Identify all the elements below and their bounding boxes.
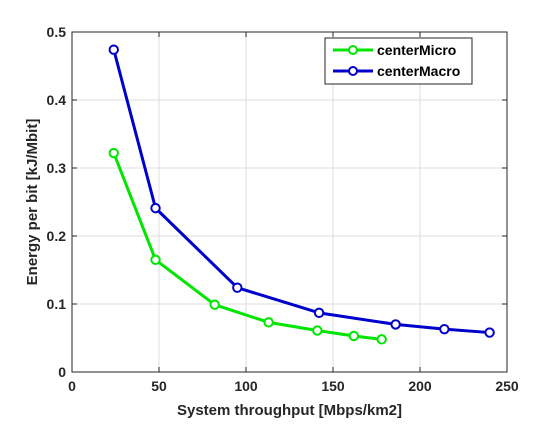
legend-marker — [348, 66, 358, 76]
x-tick-label: 50 — [151, 378, 167, 394]
data-point — [108, 147, 119, 159]
legend-item: centerMicro — [333, 42, 456, 58]
data-point — [484, 327, 495, 338]
series-centerMacro — [108, 44, 495, 338]
data-series — [108, 44, 495, 345]
legend-box — [324, 37, 473, 85]
y-tick-label: 0 — [58, 364, 66, 380]
x-tick-label: 100 — [234, 378, 258, 394]
data-point — [209, 299, 220, 310]
x-tick-label: 250 — [495, 378, 519, 394]
data-point — [263, 317, 274, 328]
data-point — [150, 254, 161, 265]
series-centerMicro — [108, 147, 387, 345]
plot-area — [72, 32, 507, 372]
legend-marker — [348, 45, 358, 55]
y-tick-label: 0.1 — [47, 296, 67, 312]
y-tick-label: 0.5 — [47, 24, 67, 40]
grid-lines — [72, 32, 507, 372]
y-tick-label: 0.3 — [47, 160, 67, 176]
data-point — [439, 323, 450, 335]
data-point — [232, 282, 243, 293]
legend-label: centerMicro — [377, 42, 456, 58]
legend-label: centerMacro — [377, 63, 460, 79]
x-axis-title: System throughput [Mbps/km2] — [177, 402, 402, 419]
x-tick-label: 150 — [321, 378, 345, 394]
data-point — [376, 334, 387, 345]
legend-item: centerMacro — [333, 63, 460, 79]
x-tick-label: 200 — [408, 378, 432, 394]
data-point — [108, 44, 119, 55]
axes-box — [71, 31, 508, 373]
y-tick-label: 0.4 — [47, 92, 67, 108]
data-point — [150, 202, 161, 214]
data-point — [313, 307, 325, 319]
x-tick-label: 0 — [68, 378, 76, 394]
legend: centerMicro centerMacro — [324, 37, 473, 85]
y-tick-label: 0.2 — [47, 228, 67, 244]
y-axis-title: Energy per bit [kJ/Mbit] — [24, 119, 41, 286]
data-point — [348, 330, 360, 342]
tick-labels: 0 50 100 150 200 250 0 0.1 0.2 0.3 0.4 0.5 — [47, 24, 519, 394]
data-point — [390, 319, 401, 330]
axes — [71, 31, 508, 373]
data-point — [312, 325, 323, 336]
